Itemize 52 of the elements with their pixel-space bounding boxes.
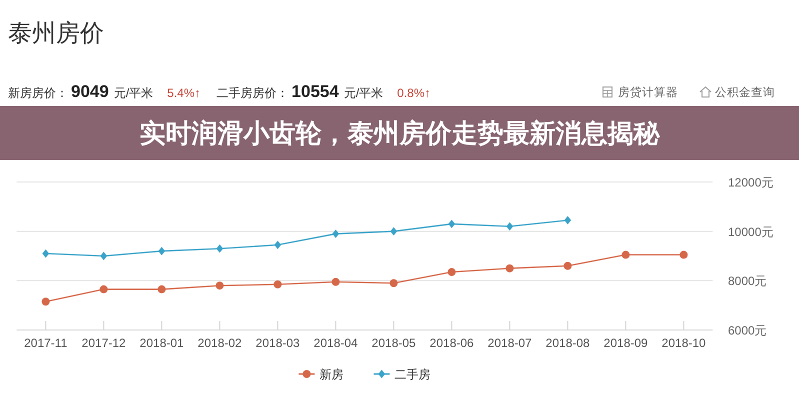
x-tick-label: 2018-08 xyxy=(546,336,590,350)
legend-label: 二手房 xyxy=(394,368,431,382)
x-tick-label: 2018-02 xyxy=(198,336,242,350)
point xyxy=(158,246,166,256)
point xyxy=(564,262,572,270)
chart-subtitle: 实时润滑小齿轮，泰州房价走势最新消息揭秘 xyxy=(140,118,660,148)
point xyxy=(622,250,630,259)
x-tick-label: 2017-11 xyxy=(24,336,68,350)
point xyxy=(506,264,514,272)
text: 5.4%↑ xyxy=(167,86,201,100)
point xyxy=(448,268,456,276)
text: 元/平米 xyxy=(114,86,154,100)
point xyxy=(448,220,456,228)
y-tick-label: 12000元 xyxy=(728,176,774,190)
x-tick-label: 2018-07 xyxy=(488,336,532,350)
point xyxy=(680,250,688,259)
legend-label: 新房 xyxy=(320,368,344,382)
point xyxy=(42,249,50,258)
x-tick-label: 2018-05 xyxy=(372,336,416,350)
text: 新房房价： xyxy=(8,86,68,100)
y-tick-label: 10000元 xyxy=(728,224,774,239)
x-tick-label: 2018-06 xyxy=(430,336,474,350)
text: 10554 xyxy=(292,82,340,101)
point xyxy=(332,278,340,286)
text: 元/平米 xyxy=(344,86,384,100)
x-tick-label: 2018-09 xyxy=(604,336,648,350)
text: 公积金查询 xyxy=(715,86,775,99)
y-tick-label: 8000元 xyxy=(728,274,767,288)
x-tick-label: 2018-03 xyxy=(256,336,300,350)
point xyxy=(100,285,108,294)
x-tick-label: 2018-04 xyxy=(314,336,358,350)
text: 二手房房价： xyxy=(216,86,289,100)
y-tick-label: 6000元 xyxy=(728,324,767,338)
point xyxy=(274,240,282,250)
point xyxy=(274,280,282,288)
point xyxy=(332,230,340,238)
text: 房贷计算器 xyxy=(618,85,678,99)
x-tick-label: 2018-10 xyxy=(662,336,706,350)
point xyxy=(506,222,514,231)
x-tick-label: 2017-12 xyxy=(82,336,126,350)
text: 0.8%↑ xyxy=(397,86,431,100)
point xyxy=(216,244,224,253)
point xyxy=(100,252,108,260)
point xyxy=(158,285,166,294)
point xyxy=(564,216,572,224)
point xyxy=(216,282,224,290)
point xyxy=(390,279,398,288)
chart-title: 泰州房价 xyxy=(8,20,104,47)
point xyxy=(42,298,50,306)
text: 9049 xyxy=(71,82,109,101)
x-tick-label: 2018-01 xyxy=(140,336,184,350)
point xyxy=(390,227,398,236)
